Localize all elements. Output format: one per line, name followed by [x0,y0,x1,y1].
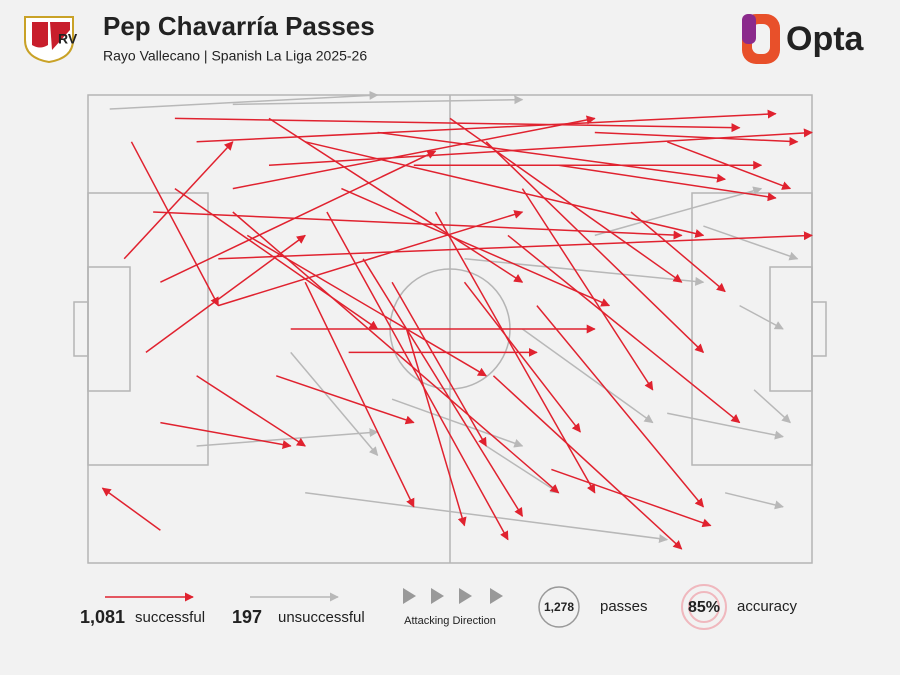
pass-arrow [232,115,596,190]
pass-arrow [196,428,379,447]
pass-arrow [377,131,727,183]
pass-arrow [464,258,705,286]
pass-arrow [326,211,509,541]
legend-label: successful [135,609,205,626]
opta-logo: Opta [742,14,865,64]
pass-arrow [492,375,683,550]
accuracy-ring [688,591,720,623]
pass-arrow [594,186,763,237]
accuracy-label: accuracy [737,598,798,615]
pass-arrow [485,445,560,494]
pass-arrow [268,128,813,166]
pass-arrow [558,164,777,202]
legend: 1,081 successful 197 unsuccessful Attack… [80,584,798,630]
pass-arrow [160,421,292,449]
pass-arrow [153,211,683,240]
pass-arrow [449,117,683,283]
pass-arrow [551,468,712,528]
pass-arrow [218,210,524,307]
pass-arrow [268,117,524,283]
crest-text: RV [58,31,78,47]
pass-arrow [405,328,467,527]
pass-arrow [703,225,799,261]
pass-arrow [666,141,792,190]
pass-arrow [485,141,705,354]
total-label: passes [600,598,648,615]
pass-arrow [145,234,306,354]
pass-arrow [123,141,234,260]
pass-arrow [463,281,581,433]
count: 1,081 [80,607,125,627]
brand: Opta [786,20,865,58]
pass-arrow [724,492,784,510]
total-value: 1,278 [544,600,574,614]
pass-arrow [507,234,741,424]
pass-arrow [341,187,611,307]
pass-arrow [101,487,161,531]
total-ring [538,586,580,628]
pass-arrow [362,258,524,517]
pass-arrow [667,412,784,440]
direction-label: Attacking Direction [404,615,496,627]
pass-arrow [304,281,415,508]
pass-arrow [290,351,379,457]
pass-arrow [391,398,524,448]
pass-arrow [109,90,379,110]
accuracy-value: 85% [688,599,720,616]
count: 197 [232,607,262,627]
pass-arrow [594,131,799,146]
legend-label: unsuccessful [278,609,365,626]
passes [101,90,813,550]
direction-arrows [403,588,503,604]
pass-arrow [196,109,777,143]
pass-arrow [521,188,654,391]
pass-arrow [536,305,704,508]
pass-arrow [218,231,813,260]
pass-arrow [160,150,437,283]
title: Pep Chavarría Passes [103,11,375,41]
crest: RV [24,16,78,64]
pass-arrow [630,211,726,293]
pass-arrow [391,281,487,447]
pass-arrow [232,95,524,106]
pass-arrow [739,304,784,330]
pass-arrow [305,141,705,238]
pass-arrow [174,187,379,330]
pass-arrow [521,328,654,424]
subtitle: Rayo Vallecano | Spanish La Liga 2025-26 [103,48,367,64]
pass-arrow [305,492,669,544]
pass-arrow [753,389,791,424]
pass-arrow [130,141,219,307]
accuracy-ring [681,584,727,630]
pass-arrow [196,375,306,447]
pass-arrow [275,375,415,425]
